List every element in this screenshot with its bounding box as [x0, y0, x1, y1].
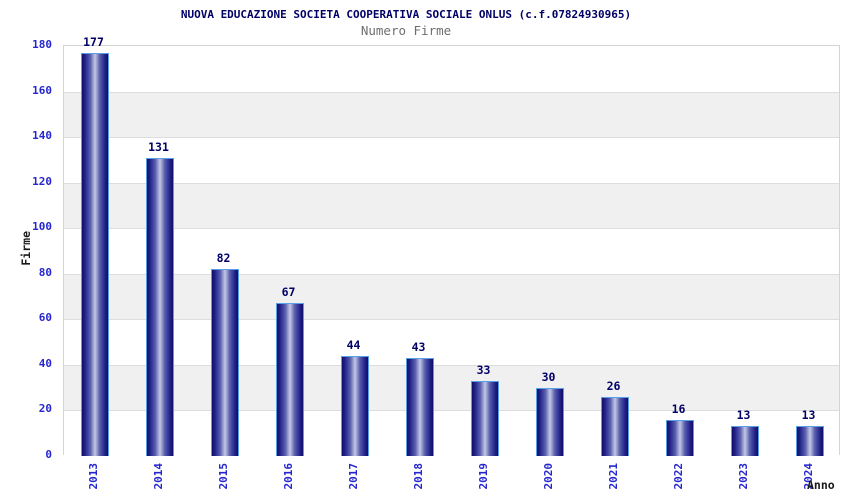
grid-band [64, 228, 839, 274]
bar-2020 [535, 387, 564, 456]
bar-value-label: 43 [411, 340, 426, 355]
grid-band [64, 319, 839, 365]
bar-2021 [600, 396, 629, 456]
bar-value-label: 177 [83, 34, 104, 49]
x-tick-label: 2021 [606, 463, 620, 490]
bar-2018 [405, 358, 434, 456]
bar-2014 [145, 157, 174, 456]
chart-title: NUOVA EDUCAZIONE SOCIETA COOPERATIVA SOC… [180, 8, 632, 21]
bar-value-label: 131 [148, 139, 169, 154]
bar-value-label: 30 [541, 369, 556, 384]
x-axis-title: Anno [807, 478, 835, 492]
y-tick-label: 0 [45, 448, 52, 461]
bar-2013 [80, 52, 109, 456]
y-tick-label: 20 [38, 402, 52, 416]
bar-2017 [340, 355, 369, 456]
bar-value-label: 26 [606, 378, 621, 393]
y-tick-label: 160 [32, 83, 52, 97]
grid-band [64, 137, 839, 183]
bar-2023 [730, 426, 759, 456]
bar-2015 [210, 269, 239, 456]
grid-band [64, 46, 839, 92]
bar-2019 [470, 380, 499, 456]
bar-value-label: 33 [476, 362, 491, 377]
grid-band [64, 410, 839, 456]
grid-band [64, 91, 839, 138]
bar-value-label: 13 [801, 408, 816, 423]
y-tick-label: 120 [32, 174, 52, 188]
y-tick-label: 180 [32, 38, 52, 51]
y-tick-label: 140 [32, 129, 52, 143]
x-tick-label: 2016 [281, 463, 295, 490]
y-tick-label: 80 [38, 265, 52, 279]
grid-band [64, 273, 839, 320]
bar-value-label: 16 [671, 401, 686, 416]
y-tick-label: 40 [38, 356, 52, 370]
x-tick-label: 2018 [411, 463, 425, 490]
x-tick-label: 2014 [151, 463, 165, 490]
bar-value-label: 44 [346, 337, 361, 352]
x-tick-label: 2013 [86, 463, 100, 490]
bar-value-label: 67 [281, 285, 296, 300]
y-tick-label: 100 [32, 220, 52, 234]
x-tick-label: 2020 [541, 463, 555, 490]
grid-band [64, 182, 839, 229]
bar-2022 [665, 419, 694, 456]
chart-subtitle: Numero Firme [360, 23, 452, 38]
x-tick-label: 2015 [216, 463, 230, 490]
bar-value-label: 82 [216, 251, 231, 266]
x-tick-label: 2022 [671, 463, 685, 490]
x-tick-label: 2023 [736, 463, 750, 490]
bar-2016 [275, 303, 304, 456]
y-tick-label: 60 [38, 311, 52, 325]
bar-value-label: 13 [736, 408, 751, 423]
x-tick-label: 2019 [476, 463, 490, 490]
bar-2024 [795, 426, 824, 456]
y-axis-title: Firme [19, 231, 33, 266]
plot-area [63, 45, 840, 456]
x-tick-label: 2017 [346, 463, 360, 490]
grid-band [64, 364, 839, 411]
